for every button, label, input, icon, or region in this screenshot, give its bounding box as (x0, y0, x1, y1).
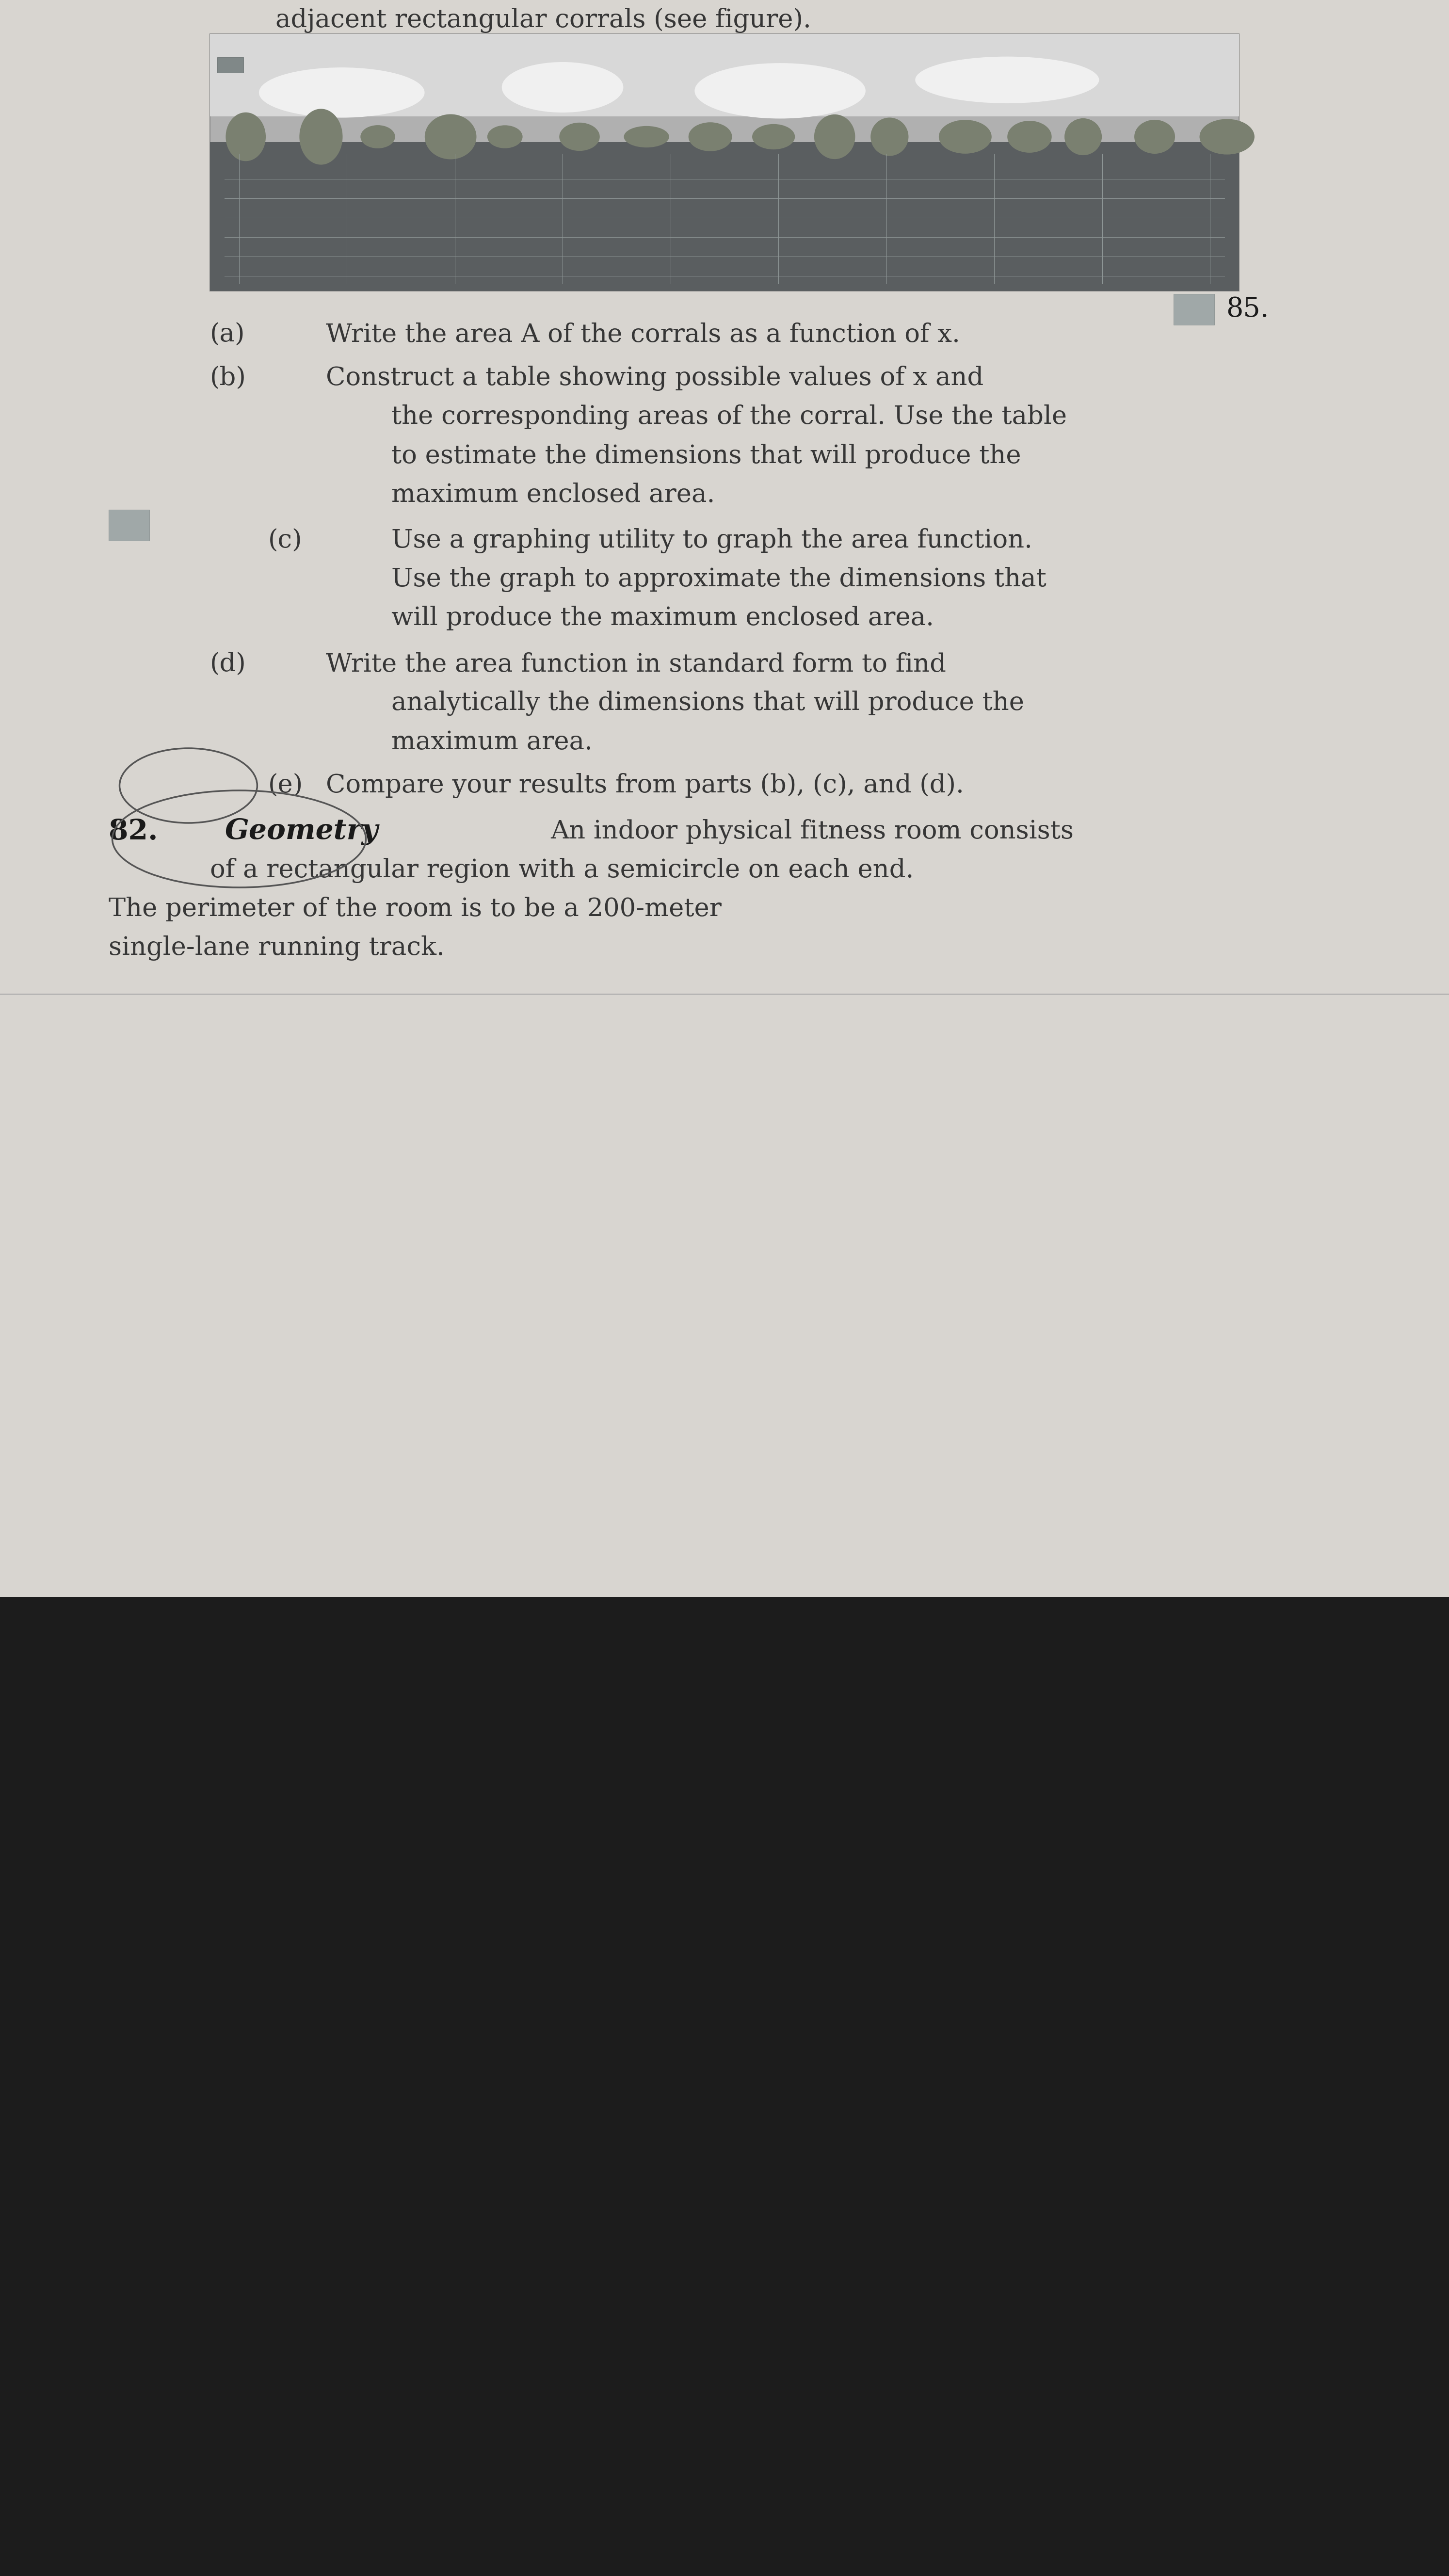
Ellipse shape (1065, 118, 1101, 155)
Text: to estimate the dimensions that will produce the: to estimate the dimensions that will pro… (391, 443, 1022, 469)
Ellipse shape (1135, 118, 1175, 155)
Text: 85.: 85. (1226, 296, 1269, 322)
Text: (d): (d) (210, 652, 246, 677)
Text: Use the graph to approximate the dimensions that: Use the graph to approximate the dimensi… (391, 567, 1046, 592)
Text: (a): (a) (210, 322, 245, 348)
Bar (210, 142, 1239, 291)
Ellipse shape (939, 121, 991, 155)
Bar (210, 33, 1239, 116)
Text: maximum enclosed area.: maximum enclosed area. (391, 482, 714, 507)
Text: maximum area.: maximum area. (391, 729, 593, 755)
Text: (e): (e) (268, 773, 303, 799)
Text: Write the area function in standard form to find: Write the area function in standard form… (326, 652, 946, 677)
Text: 82.: 82. (109, 819, 158, 845)
Text: Geometry: Geometry (225, 819, 378, 845)
Text: The perimeter of the room is to be a 200-meter: The perimeter of the room is to be a 200… (109, 896, 722, 922)
Ellipse shape (487, 126, 523, 149)
Bar (1174, 294, 1214, 325)
Ellipse shape (1200, 118, 1255, 155)
Ellipse shape (688, 121, 732, 152)
Text: (c): (c) (268, 528, 303, 554)
Ellipse shape (501, 62, 623, 113)
Bar (109, 510, 149, 541)
Text: Write the area A of the corrals as a function of x.: Write the area A of the corrals as a fun… (326, 322, 961, 348)
Text: single-lane running track.: single-lane running track. (109, 935, 445, 961)
Ellipse shape (1007, 121, 1052, 152)
Text: Use a graphing utility to graph the area function.: Use a graphing utility to graph the area… (391, 528, 1032, 554)
Ellipse shape (916, 57, 1098, 103)
Text: analytically the dimensions that will produce the: analytically the dimensions that will pr… (391, 690, 1024, 716)
Text: (b): (b) (210, 366, 246, 392)
Text: the corresponding areas of the corral. Use the table: the corresponding areas of the corral. U… (391, 404, 1066, 430)
Ellipse shape (361, 126, 396, 149)
Ellipse shape (814, 113, 855, 160)
Ellipse shape (300, 108, 342, 165)
Text: An indoor physical fitness room consists: An indoor physical fitness room consists (551, 819, 1074, 845)
Text: of a rectangular region with a semicircle on each end.: of a rectangular region with a semicircl… (210, 858, 914, 884)
Text: will produce the maximum enclosed area.: will produce the maximum enclosed area. (391, 605, 933, 631)
Text: adjacent rectangular corrals (see figure).: adjacent rectangular corrals (see figure… (275, 8, 811, 33)
Ellipse shape (425, 113, 477, 160)
Ellipse shape (559, 124, 600, 152)
Ellipse shape (871, 118, 909, 157)
Bar (217, 57, 243, 72)
Ellipse shape (625, 126, 669, 147)
Bar (210, 33, 1239, 291)
Ellipse shape (694, 62, 865, 118)
Bar (0, 1597, 1449, 2576)
Ellipse shape (752, 124, 796, 149)
Text: Compare your results from parts (b), (c), and (d).: Compare your results from parts (b), (c)… (326, 773, 964, 799)
Ellipse shape (259, 67, 425, 118)
Ellipse shape (226, 113, 265, 162)
Text: Construct a table showing possible values of x and: Construct a table showing possible value… (326, 366, 984, 392)
